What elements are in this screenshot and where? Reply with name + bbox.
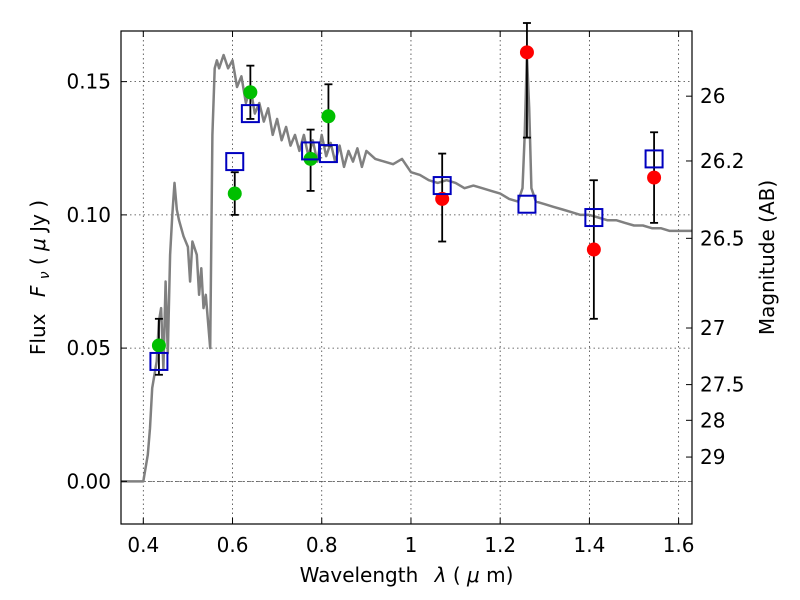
axis-ticks bbox=[121, 31, 692, 524]
y-tick-label: 0.00 bbox=[66, 469, 111, 493]
data-point-circle bbox=[647, 170, 662, 185]
y-axis-label-unit-mu: μ bbox=[26, 238, 50, 252]
y-axis-label: Flux F ν ( μ Jy ) bbox=[26, 200, 54, 355]
data-point-circle bbox=[227, 186, 242, 201]
x-axis-label-unit-rest: m) bbox=[486, 563, 513, 587]
y2-axis-label: Magnitude (AB) bbox=[755, 180, 779, 335]
data-point-square bbox=[517, 194, 537, 214]
x-tick-label: 0.6 bbox=[217, 533, 249, 557]
y2-tick-label: 28 bbox=[700, 408, 725, 432]
y2-tick-label: 26.2 bbox=[700, 149, 745, 173]
x-axis-label-unit-mu: μ bbox=[466, 563, 480, 587]
data-point-circle bbox=[586, 242, 601, 257]
x-tick-label: 1 bbox=[405, 533, 418, 557]
data-point-square bbox=[149, 351, 169, 371]
data-points bbox=[149, 45, 664, 371]
y2-tick-label: 26.5 bbox=[700, 226, 745, 250]
x-tick-label: 1.6 bbox=[663, 533, 695, 557]
data-point-square bbox=[240, 104, 260, 124]
x-axis-label-text: Wavelength bbox=[300, 563, 419, 587]
y2-tick-label: 26 bbox=[700, 84, 725, 108]
data-point-circle bbox=[151, 338, 166, 353]
y2-tick-label: 27.5 bbox=[700, 373, 745, 397]
data-point-square bbox=[225, 152, 245, 172]
data-point-circle bbox=[321, 109, 336, 124]
model-spectrum-line bbox=[121, 53, 692, 483]
x-axis-label: Wavelength λ ( μ m) bbox=[300, 563, 514, 587]
data-point-square bbox=[644, 149, 664, 169]
x-axis-label-unit-open: ( bbox=[453, 563, 461, 587]
y-axis-label-unit-rest: Jy ) bbox=[26, 200, 50, 234]
x-tick-label: 1.2 bbox=[484, 533, 516, 557]
x-axis-label-symbol: λ bbox=[434, 563, 447, 587]
data-point-square bbox=[318, 144, 338, 164]
y-axis-label-symbol: F bbox=[26, 285, 50, 297]
x-tick-label: 0.8 bbox=[306, 533, 338, 557]
data-point-circle bbox=[435, 191, 450, 206]
data-point-square bbox=[584, 208, 604, 228]
y-tick-label: 0.15 bbox=[66, 70, 111, 94]
y-axis-label-unit-open: ( bbox=[26, 251, 50, 265]
plot-frame bbox=[120, 30, 693, 525]
y-axis-label-subscript: ν bbox=[37, 271, 53, 279]
y-tick-label: 0.10 bbox=[66, 203, 111, 227]
y-tick-label: 0.05 bbox=[66, 336, 111, 360]
data-point-circle bbox=[243, 85, 258, 100]
x-tick-label: 1.4 bbox=[573, 533, 605, 557]
y2-tick-label: 27 bbox=[700, 316, 725, 340]
grid bbox=[121, 31, 692, 524]
data-point-square bbox=[432, 176, 452, 196]
x-tick-label: 0.4 bbox=[127, 533, 159, 557]
y2-tick-label: 29 bbox=[700, 445, 725, 469]
data-point-circle bbox=[519, 45, 534, 60]
y-axis-label-text: Flux bbox=[26, 313, 50, 355]
